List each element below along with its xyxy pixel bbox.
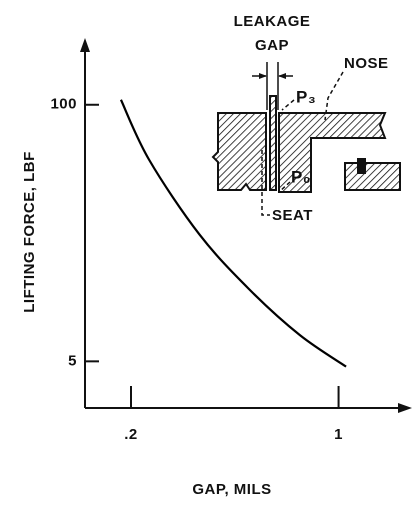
x-tick-label: 1 — [334, 426, 343, 443]
y-tick-label: 100 — [50, 96, 77, 113]
annotation: SEAT — [272, 207, 313, 224]
annotation: P₀ — [291, 167, 311, 186]
axes — [80, 38, 412, 413]
curve — [119, 99, 347, 368]
x-axis-label: GAP, MILS — [192, 481, 271, 498]
annotation: P₃ — [296, 87, 316, 106]
valve-diagram — [211, 62, 401, 216]
y-axis-label: LIFTING FORCE, LBF — [21, 151, 38, 312]
annotation: LEAKAGE — [234, 13, 311, 30]
y-tick-label: 5 — [68, 352, 77, 369]
x-tick-label: .2 — [124, 426, 138, 443]
annotation: NOSE — [344, 55, 389, 72]
annotation: GAP — [255, 37, 289, 54]
